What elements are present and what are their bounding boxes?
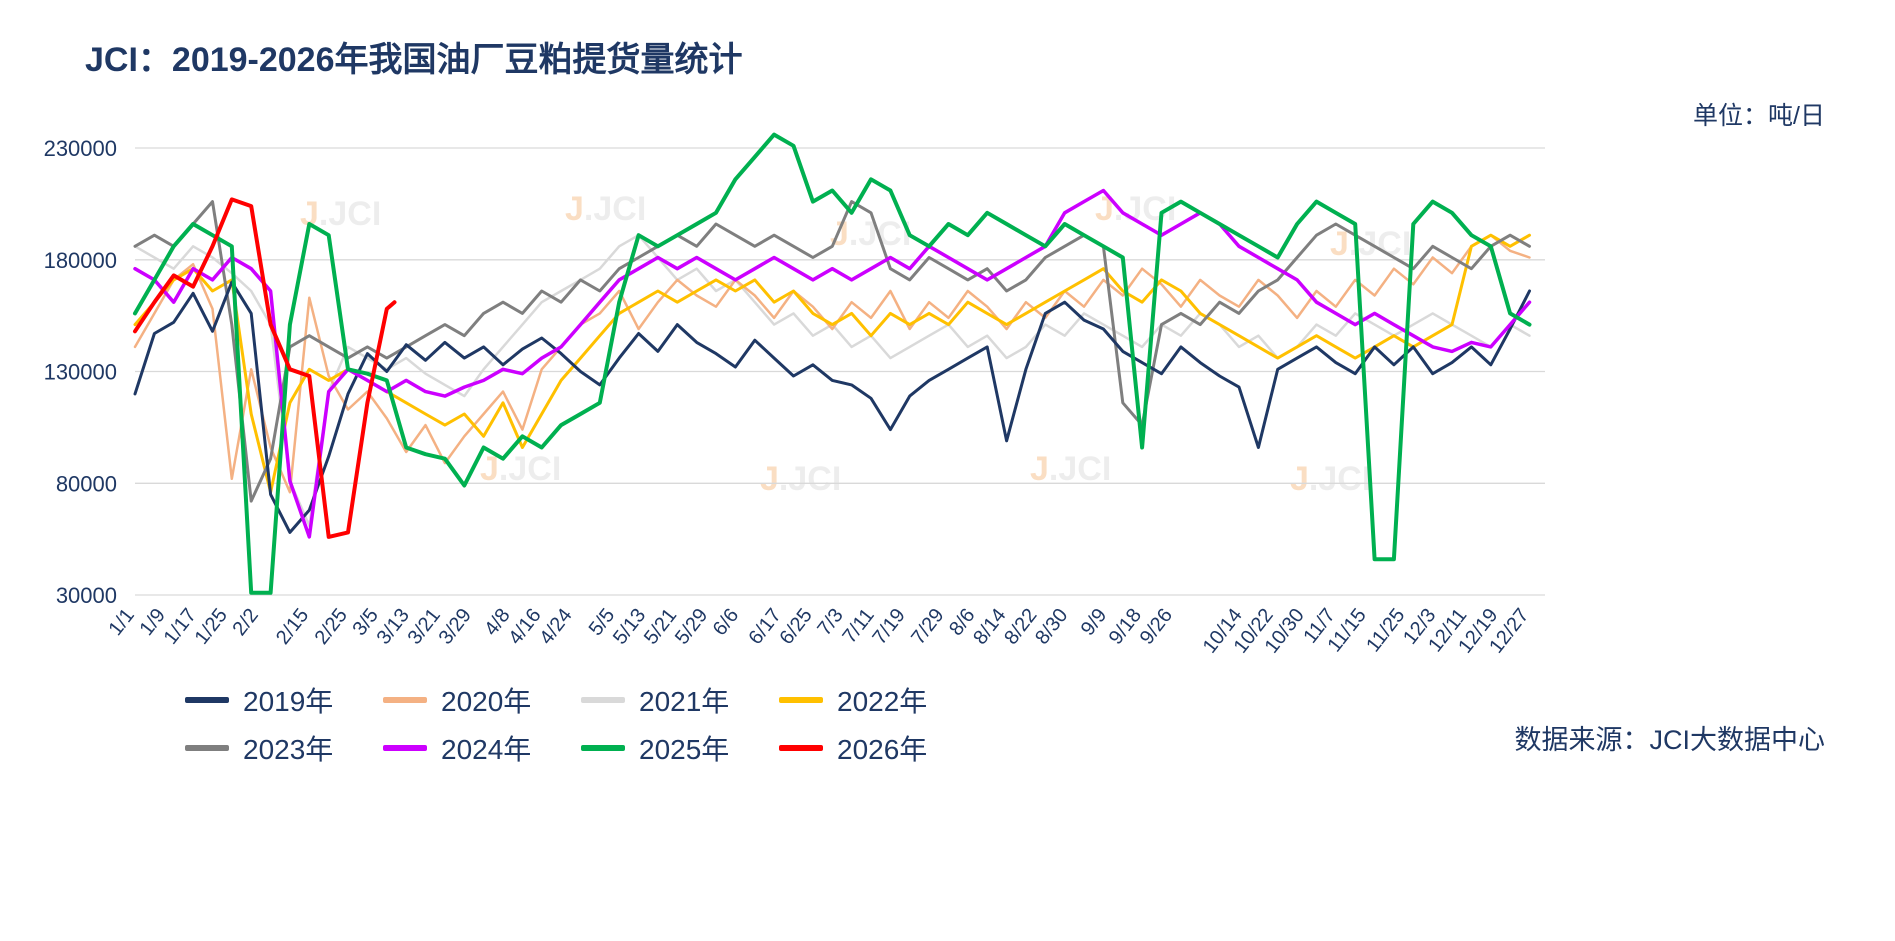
series-line-2025年: [133, 132, 1532, 595]
x-axis-tick-label: 7/11: [838, 605, 878, 648]
y-axis-tick-label: 30000: [56, 583, 117, 608]
data-source-label: 数据来源：JCI大数据中心: [1514, 725, 1826, 755]
legend-item-2019年: 2019年: [185, 680, 383, 720]
x-axis-tick-label: 2/2: [228, 605, 262, 640]
legend-item-2021年: 2021年: [581, 680, 779, 720]
x-axis-tick-label: 1/1: [104, 605, 138, 640]
legend-item-2026年: 2026年: [779, 728, 977, 768]
legend-label: 2025年: [639, 734, 730, 765]
legend-item-2023年: 2023年: [185, 728, 383, 768]
legend-swatch-icon: [383, 697, 427, 703]
x-axis-tick-label: 7/29: [907, 605, 948, 649]
legend-swatch-icon: [779, 697, 823, 703]
legend-label: 2022年: [837, 686, 928, 717]
x-axis-tick-label: 8/30: [1031, 605, 1072, 649]
series-line-2020年: [133, 233, 1531, 494]
x-axis-tick-label: 6/25: [776, 605, 817, 649]
y-axis-tick-label: 130000: [44, 360, 117, 385]
legend-label: 2019年: [243, 686, 334, 717]
legend-item-2024年: 2024年: [383, 728, 581, 768]
x-axis-tick-label: 2/25: [311, 605, 352, 649]
legend-swatch-icon: [581, 697, 625, 703]
x-axis-tick-label: 8/14: [969, 605, 1010, 649]
x-axis-tick-label: 3/13: [373, 605, 414, 649]
x-axis-tick-label: 9/26: [1136, 605, 1177, 649]
legend-item-2020年: 2020年: [383, 680, 581, 720]
legend-swatch-icon: [185, 745, 229, 751]
series-line-2023年: [133, 200, 1531, 503]
legend-swatch-icon: [185, 697, 229, 703]
legend-label: 2020年: [441, 686, 532, 717]
chart-legend: 2019年 2020年 2021年 2022年 2023年 2024年 2025年 2026年: [185, 676, 977, 772]
x-axis-tick-label: 1/25: [191, 605, 232, 649]
y-axis-tick-label: 180000: [44, 248, 117, 273]
y-axis-tick-label: 80000: [56, 471, 117, 496]
x-axis-tick-label: 3/21: [404, 605, 445, 649]
x-axis-tick-label: 5/21: [640, 605, 681, 649]
unit-label: 单位：吨/日: [1693, 102, 1825, 130]
x-axis-tick-label: 4/16: [504, 605, 545, 649]
legend-label: 2023年: [243, 734, 334, 765]
x-axis-tick-label: 5/29: [671, 605, 712, 649]
legend-label: 2026年: [837, 734, 928, 765]
x-axis-tick-label: 4/24: [535, 605, 576, 649]
legend-swatch-icon: [581, 745, 625, 751]
series-line-2019年: [133, 280, 1531, 534]
x-axis-tick-label: 2/15: [272, 605, 313, 649]
legend-item-2025年: 2025年: [581, 728, 779, 768]
x-axis-tick-label: 9/18: [1105, 605, 1146, 649]
page-title: JCI：2019-2026年我国油厂豆粕提货量统计: [85, 41, 743, 79]
y-axis-tick-label: 230000: [44, 136, 117, 161]
x-axis-tick-label: 5/13: [609, 605, 650, 649]
x-axis-tick-label: 7/19: [869, 605, 910, 649]
legend-row: 2019年 2020年 2021年 2022年: [185, 676, 977, 724]
x-axis-tick-label: 1/17: [160, 605, 201, 649]
series-line-2026年: [133, 197, 397, 539]
legend-swatch-icon: [383, 745, 427, 751]
legend-item-2022年: 2022年: [779, 680, 977, 720]
series-line-2024年: [133, 188, 1532, 539]
legend-row: 2023年 2024年 2025年 2026年: [185, 724, 977, 772]
x-axis-tick-label: 8/22: [1000, 605, 1041, 649]
x-axis-tick-label: 3/29: [435, 605, 476, 649]
legend-label: 2021年: [639, 686, 730, 717]
legend-swatch-icon: [779, 745, 823, 751]
x-axis-tick-label: 6/17: [745, 605, 786, 649]
x-axis-tick-label: 6/6: [709, 605, 743, 640]
series-line-2022年: [133, 233, 1531, 494]
legend-label: 2024年: [441, 734, 532, 765]
